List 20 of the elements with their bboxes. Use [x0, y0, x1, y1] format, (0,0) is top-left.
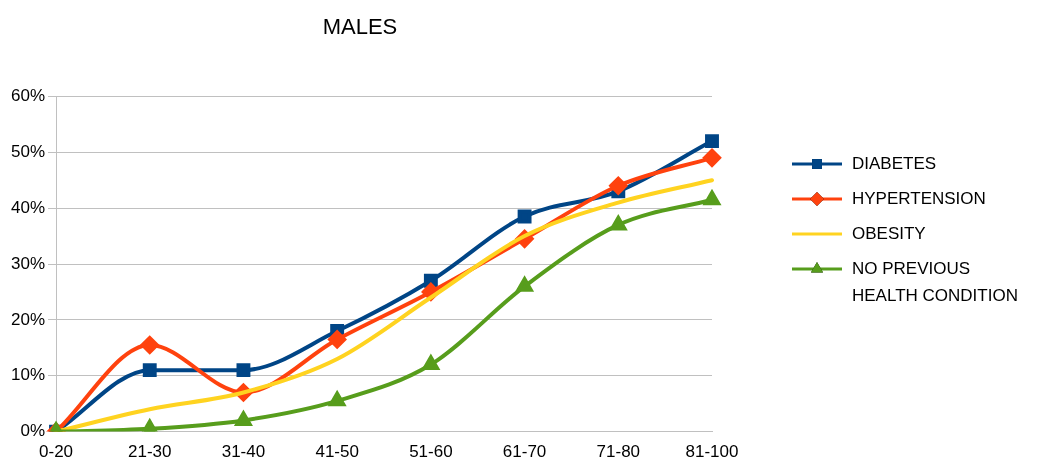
legend-label: OBESITY [852, 223, 926, 243]
y-tick-label: 60% [10, 86, 46, 106]
x-tick-label: 21-30 [127, 442, 172, 462]
legend-label: NO PREVIOUS HEALTH CONDITION [852, 258, 1018, 305]
x-tick-label: 31-40 [221, 442, 266, 462]
x-tick-label: 41-50 [315, 442, 359, 462]
y-tick-label: 0% [20, 421, 46, 441]
y-tick-label: 50% [10, 141, 46, 161]
legend-label: HYPERTENSION [852, 188, 986, 208]
x-tick-label: 0-20 [39, 442, 74, 462]
x-tick-label: 61-70 [502, 442, 547, 462]
y-tick-label: 40% [10, 197, 46, 217]
y-tick-label: 20% [10, 309, 46, 329]
x-tick-label: 81-100 [685, 442, 739, 462]
legend-label: DIABETES [852, 153, 937, 173]
x-tick-label: 71-80 [596, 442, 641, 462]
chart-title: MALES [322, 14, 398, 40]
y-tick-label: 10% [10, 365, 46, 385]
y-tick-label: 30% [10, 253, 46, 273]
x-tick-label: 51-60 [409, 442, 453, 462]
